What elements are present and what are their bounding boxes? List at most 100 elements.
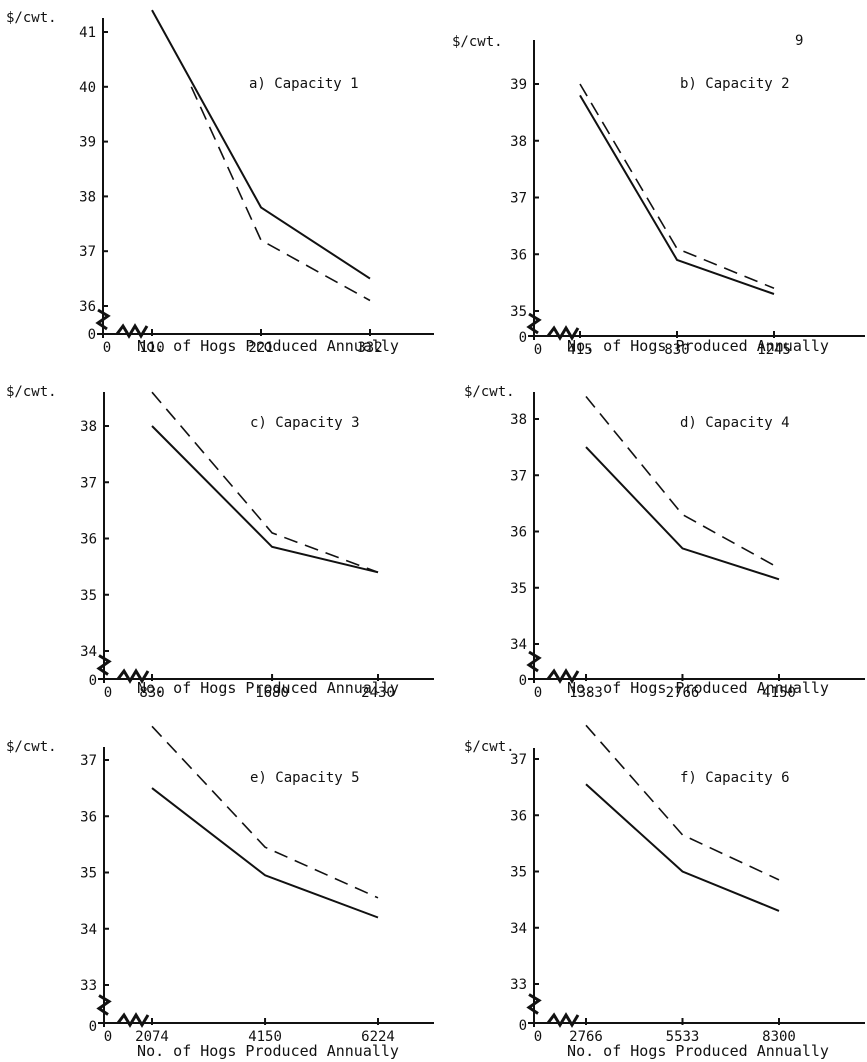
x-tick-label: 5533 [666,1029,700,1045]
chart-title: b) Capacity 2 [680,76,790,92]
chart-panel-5: 0 33 34 35 36 37 0 2074 4150 6224 $/cwt. No. of Hog… [6,725,434,1060]
y-tick-label: 34 [510,921,527,937]
x-tick-label: 2074 [135,1029,169,1045]
y-tick-label: 36 [79,299,96,315]
series-line-dashed [151,391,379,574]
y-tick-label: 0 [89,1019,97,1035]
y-tick-label: 33 [510,977,527,993]
series-line-dashed [151,725,379,899]
y-axis-break [526,312,542,335]
y-tick-label: 39 [79,135,96,151]
y-tick-label: 0 [519,673,527,689]
y-tick-label: 37 [510,468,527,484]
y-tick-label: 37 [510,191,527,207]
x-tick-label: 0 [534,342,542,358]
y-tick-label: 35 [80,866,97,882]
y-tick-label: 35 [510,581,527,597]
y-tick-label: 36 [80,809,97,825]
x-tick-label: 332 [357,340,382,356]
y-tick-label: 35 [510,304,527,320]
chart-title: c) Capacity 3 [250,415,360,431]
x-tick-label: 2766 [666,685,700,701]
y-tick-label: 37 [80,475,97,491]
y-tick-label: 38 [510,134,527,150]
y-tick-label: 0 [89,673,97,689]
x-tick-label: 2766 [569,1029,603,1045]
x-axis-break [546,1012,580,1028]
chart-panel-6: 0 33 34 35 36 37 0 2766 5533 8300 $/cwt. No. of Hog… [464,724,865,1060]
x-tick-label: 2430 [361,685,395,701]
x-tick-label: 6224 [361,1029,395,1045]
y-axis-label: $/cwt. [6,10,57,26]
y-axis-label: $/cwt. [452,34,503,50]
y-axis-break [526,993,542,1015]
series-line-dashed [190,86,371,302]
y-tick-label: 36 [510,808,527,824]
y-tick-label: 33 [80,978,97,994]
series-line-solid [585,783,780,912]
chart-panel-1: 0 36 37 38 39 40 41 0 110 221 332 $/cwt. No. of Hogs… [6,9,434,356]
y-tick-label: 34 [80,922,97,938]
series-line-solid [579,94,775,295]
x-axis-break [116,1012,150,1028]
x-axis-label: No. of Hogs Produced Annually [567,679,829,697]
y-tick-label: 0 [519,1018,527,1034]
x-axis-label: No. of Hogs Produced Annually [137,1042,399,1060]
x-tick-label: 1383 [569,685,603,701]
series-line-dashed [585,395,780,569]
y-axis-label: $/cwt. [464,384,515,400]
chart-panel-4: 0 34 35 36 37 38 0 1383 2766 4150 $/cwt. No. of Hog… [464,384,865,701]
chart-title: a) Capacity 1 [249,76,359,92]
y-tick-label: 34 [80,644,97,660]
x-axis-label: No. of Hogs Produced Annually [137,337,399,355]
series-line-solid [151,787,379,919]
x-tick-label: 4150 [762,685,796,701]
x-tick-label: 1680 [255,685,289,701]
x-axis-label: No. of Hogs Produced Annually [567,337,829,355]
y-axis-break [526,650,542,673]
x-axis-label: No. of Hogs Produced Annually [567,1042,829,1060]
chart-title: e) Capacity 5 [250,770,360,786]
x-tick-label: 1245 [757,342,791,358]
x-tick-label: 110 [139,340,164,356]
y-tick-label: 37 [79,244,96,260]
y-tick-label: 35 [510,865,527,881]
x-tick-label: 4150 [248,1029,282,1045]
x-tick-label: 830 [664,342,689,358]
x-tick-label: 0 [534,685,542,701]
y-tick-label: 36 [510,247,527,263]
y-tick-label: 41 [79,25,96,41]
x-tick-label: 0 [534,1029,542,1045]
chart-title: d) Capacity 4 [680,415,790,431]
series-line-solid [585,446,780,581]
y-tick-label: 37 [80,753,97,769]
y-tick-label: 37 [510,752,527,768]
x-axis-break [546,668,580,684]
y-axis-break [96,654,112,676]
y-tick-label: 40 [79,80,96,96]
x-tick-label: 415 [567,342,592,358]
y-tick-label: 34 [510,637,527,653]
x-axis-break [116,668,150,684]
x-tick-label: 8300 [762,1029,796,1045]
y-axis-label: $/cwt. [6,384,57,400]
chart-panel-3: 0 34 35 36 37 38 0 830 1680 2430 $/cwt. No. of Hogs… [6,384,434,701]
y-axis-label: $/cwt. [464,739,515,755]
y-axis-label: $/cwt. [6,739,57,755]
series-line-dashed [579,83,775,290]
x-tick-label: 221 [248,340,273,356]
y-tick-label: 36 [510,525,527,541]
page-number: 9 [795,33,804,49]
y-tick-label: 38 [79,189,96,205]
y-tick-label: 0 [88,327,96,343]
x-axis-break [115,323,149,339]
series-line-dashed [585,724,780,881]
x-tick-label: 0 [104,1029,112,1045]
x-tick-label: 830 [139,685,164,701]
y-tick-label: 0 [519,330,527,346]
x-tick-label: 0 [103,340,111,356]
x-axis-break [546,325,580,341]
y-tick-label: 39 [510,77,527,93]
y-axis-break [95,308,111,331]
